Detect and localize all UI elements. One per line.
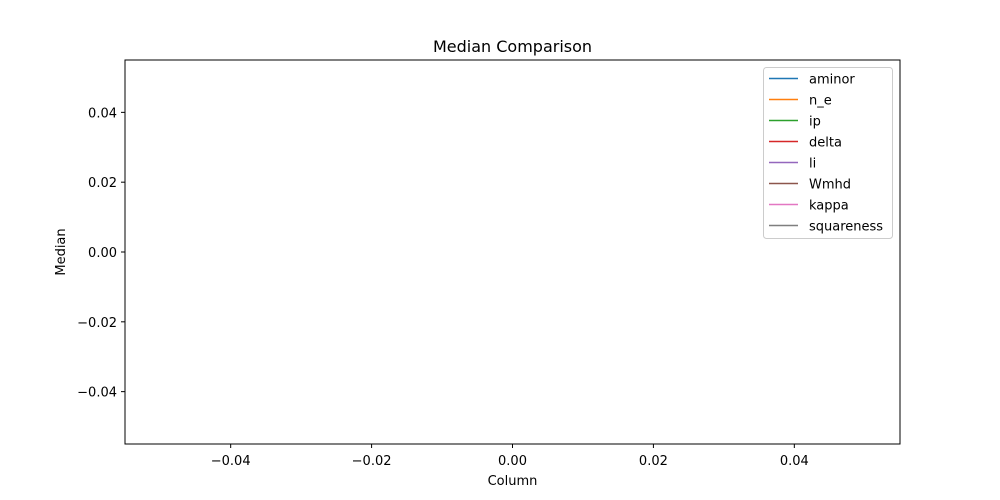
legend-label: ip — [809, 115, 821, 130]
legend-label: delta — [809, 136, 842, 151]
legend-item: squareness — [769, 220, 883, 235]
y-tick-label: 0.02 — [88, 176, 117, 191]
y-axis-label: Median — [54, 228, 69, 275]
legend-label: Wmhd — [809, 178, 851, 193]
legend-item: delta — [769, 136, 842, 151]
legend-label: kappa — [809, 199, 849, 214]
legend-label: li — [809, 157, 816, 172]
x-tick-label: 0.02 — [639, 454, 668, 469]
legend-item: li — [769, 157, 816, 172]
y-tick-label: 0.04 — [88, 106, 117, 121]
legend-label: squareness — [809, 220, 883, 235]
legend-item: aminor — [769, 73, 855, 88]
legend-frame — [763, 67, 893, 239]
y-tick-label: 0.00 — [88, 246, 117, 261]
legend-label: n_e — [809, 94, 832, 109]
legend-item: n_e — [769, 94, 832, 109]
y-tick-label: −0.02 — [77, 316, 117, 331]
legend: aminor n_eip delta li Wmhd kappa squareness — [763, 67, 893, 239]
y-axis: 0.04 0.02 0.00 −0.02 −0.04 — [77, 106, 125, 401]
legend-item: kappa — [769, 199, 849, 214]
legend-item: ip — [769, 115, 821, 130]
x-tick-label: −0.02 — [352, 454, 392, 469]
x-axis: −0.04 −0.02 0.00 0.02 0.04 — [211, 444, 809, 469]
legend-item: Wmhd — [769, 178, 851, 193]
y-tick-label: −0.04 — [77, 386, 117, 401]
x-tick-label: 0.00 — [498, 454, 527, 469]
legend-label: aminor — [809, 73, 855, 88]
x-axis-label: Column — [488, 474, 538, 489]
x-tick-label: −0.04 — [211, 454, 251, 469]
chart-title: Median Comparison — [433, 37, 592, 56]
x-tick-label: 0.04 — [780, 454, 809, 469]
